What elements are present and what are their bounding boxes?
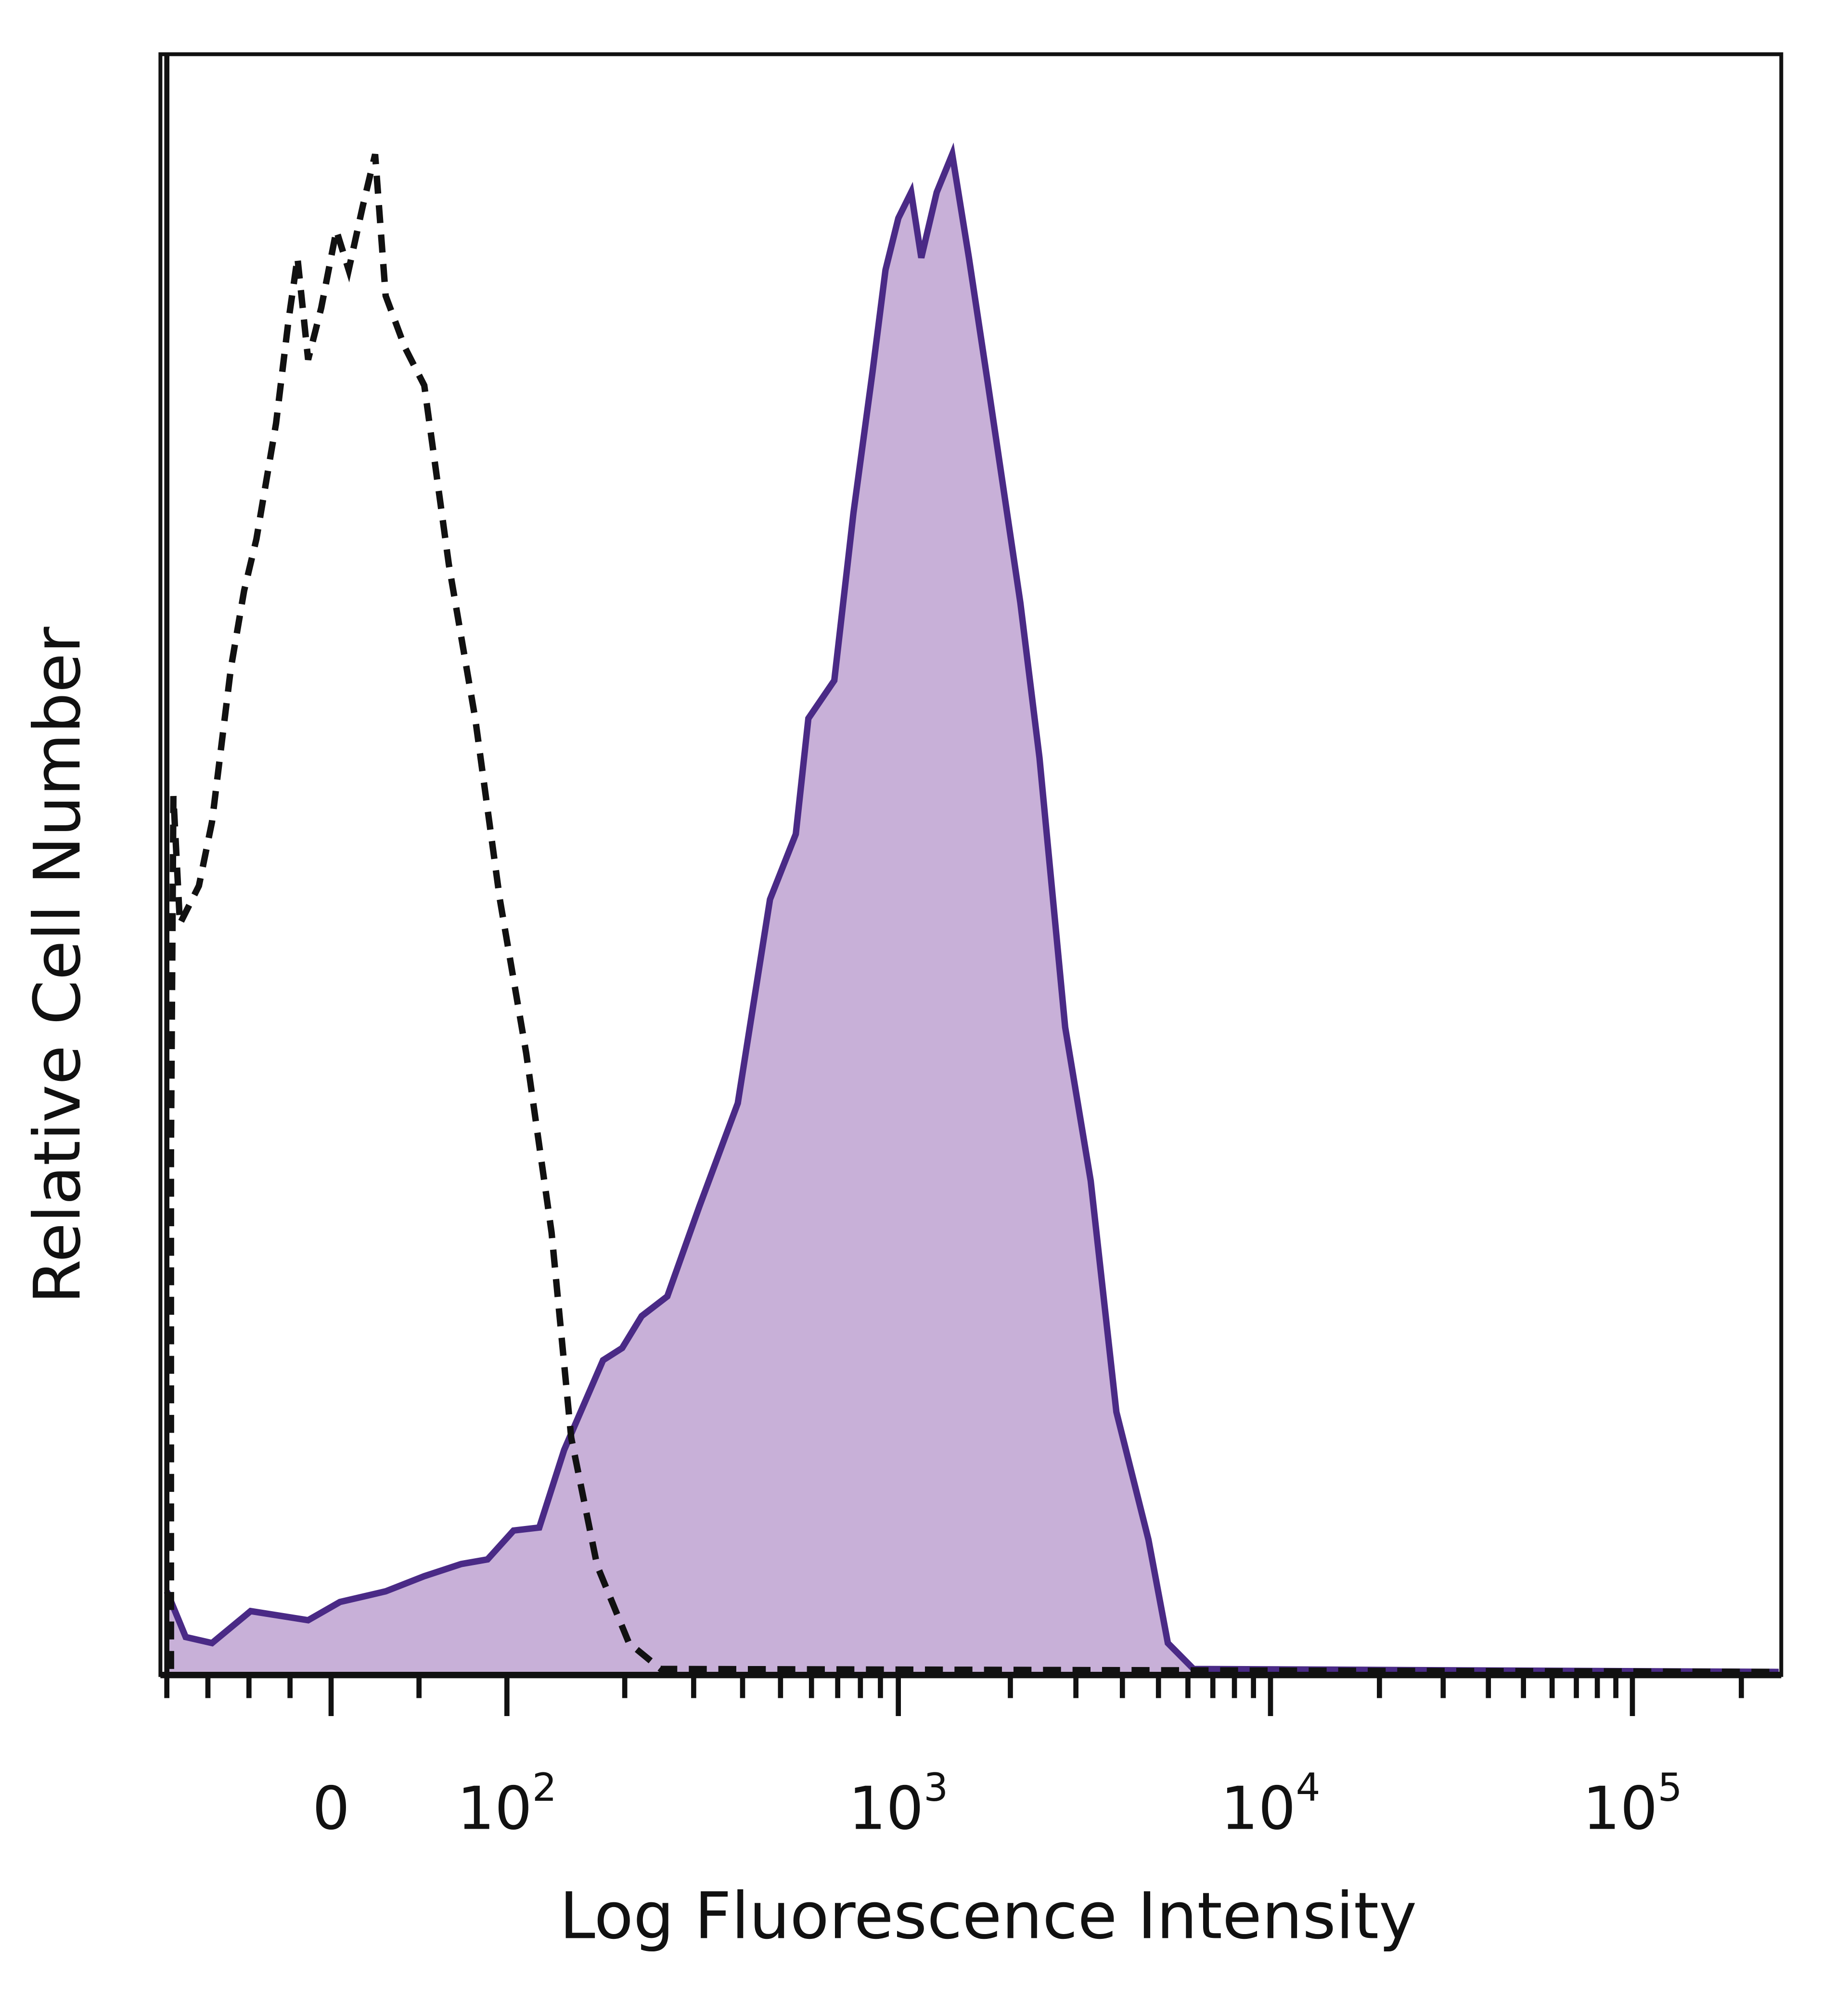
x-tick-label: 103 bbox=[848, 1765, 948, 1843]
x-ticks bbox=[164, 1675, 1744, 1716]
x-tick-label: 102 bbox=[457, 1765, 557, 1843]
y-axis-label: Relative Cell Number bbox=[20, 627, 95, 1304]
x-tick-label: 105 bbox=[1583, 1765, 1682, 1843]
x-axis-label: Log Fluorescence Intensity bbox=[560, 1879, 1417, 1953]
x-tick-label: 0 bbox=[312, 1774, 350, 1843]
series-layer bbox=[164, 142, 1779, 1675]
stained-histogram-fill bbox=[167, 154, 1779, 1675]
stained-histogram-line bbox=[164, 142, 1779, 1675]
control-histogram-dashed-line bbox=[167, 154, 1779, 1675]
x-tick-labels: 0 102 103 104 105 bbox=[312, 1765, 1682, 1843]
x-tick-label: 104 bbox=[1221, 1765, 1321, 1843]
